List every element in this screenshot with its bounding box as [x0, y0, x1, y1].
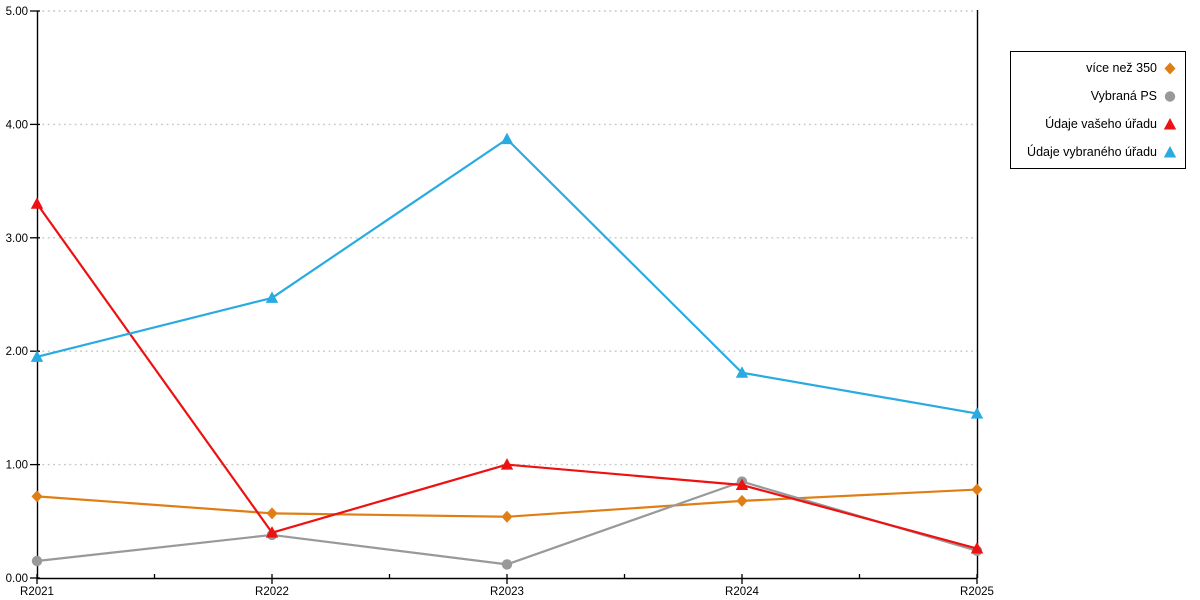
triangle-marker-icon [970, 542, 984, 554]
legend-label: Údaje vašeho úřadu [1045, 117, 1157, 131]
y-tick-label: 1.00 [6, 460, 28, 472]
x-tick-label: R2021 [20, 586, 54, 598]
triangle-marker-icon [1163, 145, 1177, 159]
circle-marker-icon [31, 555, 43, 567]
x-tick-label: R2025 [960, 586, 994, 598]
legend-item-udaje-vybraneho-uradu: Údaje vybraného úřadu [1015, 139, 1177, 165]
triangle-marker-icon [735, 366, 749, 378]
diamond-marker-icon [31, 490, 43, 503]
triangle-marker-icon [1163, 146, 1177, 158]
y-tick-label: 2.00 [6, 346, 28, 358]
triangle-marker-icon [265, 291, 279, 303]
legend-label: Vybraná PS [1090, 89, 1157, 103]
diamond-marker-icon [266, 507, 278, 520]
diamond-marker-icon [1164, 62, 1176, 75]
y-tick-label: 4.00 [6, 119, 28, 131]
diamond-marker-icon [501, 510, 513, 523]
circle-marker-icon [1164, 91, 1176, 102]
triangle-marker-icon [1163, 118, 1177, 130]
x-tick-label: R2022 [255, 586, 289, 598]
circle-marker-icon [501, 559, 513, 570]
diamond-marker-icon [971, 483, 983, 496]
x-tick-label: R2024 [725, 586, 759, 598]
triangle-marker-icon [30, 197, 44, 209]
triangle-marker-icon [500, 458, 514, 470]
y-tick-label: 5.00 [6, 6, 28, 18]
legend-label: více než 350 [1086, 61, 1157, 75]
legend-item-vice-nez-350: více než 350 [1015, 55, 1177, 81]
legend-item-vybrana-ps: Vybraná PS [1015, 83, 1177, 109]
diamond-marker-icon [1163, 61, 1177, 75]
series-line [35, 138, 979, 415]
triangle-marker-icon [970, 407, 984, 419]
diamond-marker-icon [736, 494, 748, 507]
triangle-marker-icon [30, 350, 44, 362]
legend-label: Údaje vybraného úřadu [1027, 145, 1157, 159]
legend: více než 350 Vybraná PS Údaje vašeho úřa… [1010, 51, 1186, 169]
y-tick-label: 0.00 [6, 573, 28, 585]
circle-marker-icon [1163, 89, 1177, 103]
triangle-marker-icon [500, 132, 514, 145]
y-tick-label: 3.00 [6, 233, 28, 245]
triangle-marker-icon [265, 526, 279, 538]
triangle-marker-icon [735, 478, 749, 491]
triangle-marker-icon [1163, 117, 1177, 131]
series-line [35, 480, 979, 566]
x-tick-label: R2023 [490, 586, 524, 598]
legend-item-udaje-vaseho-uradu: Údaje vašeho úřadu [1015, 111, 1177, 137]
